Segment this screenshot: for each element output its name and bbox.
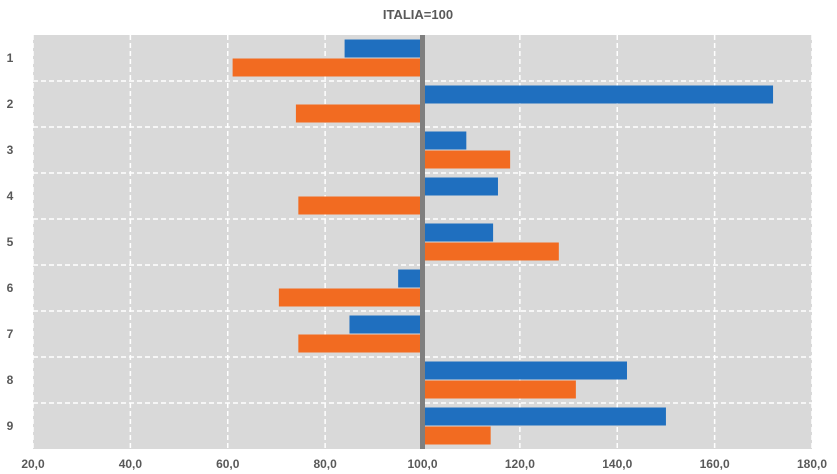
x-tick-label: 100,0 [407, 457, 437, 471]
x-tick-label: 60,0 [216, 457, 240, 471]
bar-5-series-1 [422, 223, 494, 242]
chart-title: ITALIA=100 [383, 7, 453, 22]
x-tick-label: 20,0 [21, 457, 45, 471]
bars [232, 39, 774, 445]
category-label: 1 [7, 51, 14, 65]
bar-6-series-2 [278, 288, 423, 307]
bar-8-series-1 [422, 361, 627, 380]
bar-4-series-2 [298, 196, 423, 215]
bar-1-series-2 [232, 58, 423, 77]
grid-lines [32, 35, 813, 449]
category-label: 9 [7, 419, 14, 433]
category-label: 4 [7, 189, 14, 203]
bar-7-series-2 [298, 334, 423, 353]
bar-6-series-1 [398, 269, 423, 288]
x-tick-label: 160,0 [700, 457, 730, 471]
bar-3-series-1 [422, 131, 467, 150]
category-label: 6 [7, 281, 14, 295]
category-label: 5 [7, 235, 14, 249]
bar-9-series-2 [422, 426, 491, 445]
bar-8-series-2 [422, 380, 576, 399]
x-tick-label: 120,0 [505, 457, 535, 471]
bar-7-series-1 [349, 315, 423, 334]
x-tick-label: 180,0 [797, 457, 827, 471]
x-tick-label: 140,0 [602, 457, 632, 471]
x-tick-label: 80,0 [313, 457, 337, 471]
x-tick-labels: 20,0 40,0 60,0 80,0 100,0 120,0 140,0 160,0 180,… [21, 457, 827, 471]
category-label: 3 [7, 143, 14, 157]
bar-9-series-1 [422, 407, 666, 426]
category-label: 2 [7, 97, 14, 111]
category-label: 8 [7, 373, 14, 387]
category-labels: 1 2 3 4 5 6 7 8 9 [7, 51, 14, 433]
bar-4-series-1 [422, 177, 498, 196]
bar-3-series-2 [422, 150, 511, 169]
bar-2-series-2 [295, 104, 423, 123]
bar-1-series-1 [344, 39, 423, 58]
bar-2-series-1 [422, 85, 774, 104]
bar-5-series-2 [422, 242, 559, 261]
x-tick-label: 40,0 [119, 457, 143, 471]
category-label: 7 [7, 327, 14, 341]
